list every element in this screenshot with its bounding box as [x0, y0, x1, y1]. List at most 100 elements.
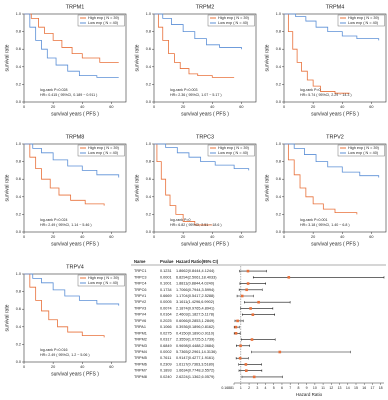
- row-name: TRPC6: [134, 288, 146, 292]
- legend-label: Low exp ( N = 40): [348, 21, 379, 25]
- x-tick-label: 13: [338, 386, 342, 390]
- row-name: TRPM8: [134, 375, 147, 379]
- row-hr-label: 0.6066(0.2853,1.2849): [176, 319, 215, 323]
- row-pvalue: 0.0317: [160, 338, 172, 342]
- row-pvalue: 0.6669: [160, 294, 172, 298]
- y-tick-label: 0.2: [276, 82, 281, 86]
- y-axis-label: survival rate: [4, 44, 10, 71]
- hr-point: [244, 369, 248, 372]
- y-tick-label: 0.0: [16, 230, 21, 234]
- x-axis-label: survival years ( PFS ): [181, 241, 229, 247]
- plot-frame: [153, 13, 257, 103]
- hr-point: [251, 313, 255, 316]
- plot-frame: [23, 13, 127, 103]
- y-axis-label: survival rate: [134, 174, 140, 201]
- row-name: TRPV2: [134, 300, 146, 304]
- x-tick-label: 40: [340, 105, 344, 109]
- x-tick-label: 60: [109, 105, 113, 109]
- legend-label: High exp ( N = 39): [348, 146, 380, 150]
- x-tick-label: 20: [51, 235, 55, 239]
- legend-frame: [77, 14, 125, 27]
- hr-point: [249, 307, 252, 310]
- x-tick-label: 60: [369, 235, 373, 239]
- row-name: TRPA1: [134, 325, 146, 329]
- row-hr-label: 1.8662(0.8444,4.1244): [176, 269, 215, 273]
- row-pvalue: 0.1001: [160, 282, 172, 286]
- annotation: HR= 3.18 ( 95%CI, 1.40 ~ 6.8 ): [300, 223, 350, 227]
- row-hr-label: 5.7365(2.2961,14.3136): [176, 350, 217, 354]
- y-axis-label: survival rate: [264, 44, 270, 71]
- hr-point: [239, 344, 242, 348]
- row-pvalue: 0.0005: [160, 300, 172, 304]
- annotation: log-rank P=0.024: [40, 218, 67, 222]
- row-name: TRPV4: [134, 313, 146, 317]
- column-header: Name: [134, 259, 146, 264]
- x-tick-label: 20: [311, 105, 315, 109]
- x-tick-label: 4: [265, 386, 267, 390]
- hr-point: [287, 276, 291, 279]
- y-tick-label: 1.0: [146, 142, 151, 146]
- row-pvalue: 0.0001: [160, 275, 172, 279]
- row-hr-label: 1.7066(0.7944,3.5994): [176, 288, 215, 292]
- hr-point: [278, 350, 282, 354]
- row-pvalue: 0.0002: [160, 350, 172, 354]
- x-tick-label: 40: [340, 235, 344, 239]
- hr-point: [250, 338, 254, 341]
- x-tick-label: 60: [109, 365, 113, 369]
- survival-curve: [154, 143, 213, 226]
- x-tick-label: 0: [153, 105, 155, 109]
- x-tick-label: 16: [362, 386, 366, 390]
- row-hr-label: 2.3559(1.0725,5.1739): [176, 338, 215, 342]
- y-tick-label: 0.2: [16, 212, 21, 216]
- legend-label: High exp ( N = 39): [218, 16, 250, 20]
- legend-frame: [77, 274, 125, 287]
- x-tick-label: 11: [321, 386, 325, 390]
- hr-point: [244, 363, 248, 366]
- row-name: TRPV6: [134, 319, 146, 323]
- x-axis-label: Hazard Ratio: [296, 392, 323, 397]
- panel-title: TRPV4: [66, 264, 84, 270]
- legend-frame: [337, 144, 385, 157]
- survival-curve: [24, 273, 105, 338]
- row-hr-label: 0.9147(0.4277,1.9161): [176, 356, 215, 360]
- annotation: HR= 5.74 ( 95%CI, 2.29 ~ 14.3 ): [300, 93, 352, 97]
- survival-curve: [284, 13, 350, 94]
- annotation: HR= 6.82 ( 95%CI, 2.51 ~ 18.6 ): [170, 223, 222, 227]
- survival-curve: [24, 13, 119, 78]
- row-hr-label: 1.1704(0.5417,2.5288): [176, 294, 215, 298]
- survival-curve: [24, 143, 105, 206]
- y-tick-label: 0.0: [16, 360, 21, 364]
- annotation: HR= 0.415 ( 95%CI, 0.189 ~ 0.911 ): [40, 93, 97, 97]
- row-name: TRPV3: [134, 306, 146, 310]
- x-tick-label: 0: [283, 105, 285, 109]
- x-axis-label: survival years ( PFS ): [311, 241, 359, 247]
- y-tick-label: 0.4: [16, 325, 21, 329]
- annotation: HR= 2.36 ( 95%CI, 1.07 ~ 5.17 ): [170, 93, 222, 97]
- y-tick-label: 0.0: [276, 100, 281, 104]
- hr-point: [240, 294, 244, 298]
- panel-title: TRPM1: [66, 4, 85, 10]
- x-axis-label: survival years ( PFS ): [181, 111, 229, 117]
- legend-label: High exp ( N = 39): [348, 16, 380, 20]
- y-tick-label: 0.6: [146, 177, 151, 181]
- legend-frame: [337, 14, 385, 27]
- row-name: TRPC4: [134, 282, 146, 286]
- y-tick-label: 1.0: [146, 12, 151, 16]
- survival-curve: [154, 143, 250, 171]
- y-tick-label: 0.4: [146, 195, 151, 199]
- y-axis-label: survival rate: [264, 174, 270, 201]
- annotation: HR= 2.49 ( 95%CI, 1.2 ~ 5.06 ): [40, 353, 90, 357]
- annotation: HR= 2.49 ( 95%CI, 1.14 ~ 5.46 ): [40, 223, 92, 227]
- legend-frame: [207, 144, 255, 157]
- y-axis-label: survival rate: [4, 174, 10, 201]
- row-pvalue: 0.0164: [160, 313, 172, 317]
- x-tick-label: 40: [210, 105, 214, 109]
- hr-point: [246, 269, 250, 273]
- x-tick-label: 18: [379, 386, 383, 390]
- annotation: log-rank P=0.028: [40, 88, 67, 92]
- row-hr-label: 2.4603(1.1827,5.1178): [176, 313, 215, 317]
- x-tick-label: 0: [23, 365, 25, 369]
- y-axis-label: survival rate: [134, 44, 140, 71]
- x-tick-label: 2: [248, 386, 250, 390]
